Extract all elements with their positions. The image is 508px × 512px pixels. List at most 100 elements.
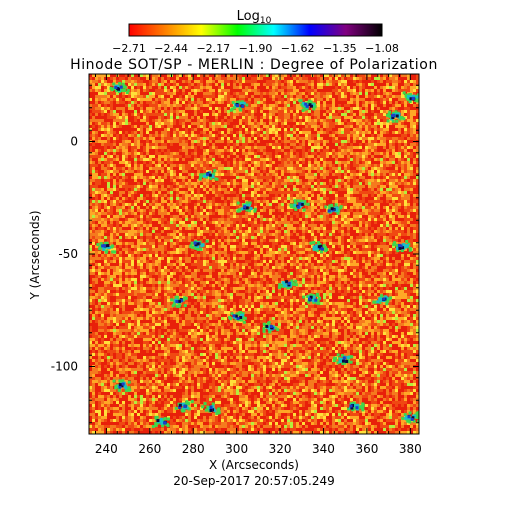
heatmap-cell [401,197,404,200]
heatmap-cell [389,167,392,170]
heatmap-cell [203,200,206,203]
heatmap-cell [206,224,209,227]
heatmap-cell [140,170,143,173]
heatmap-cell [182,248,185,251]
heatmap-cell [149,197,152,200]
heatmap-cell [134,158,137,161]
heatmap-cell [326,179,329,182]
heatmap-cell [200,230,203,233]
heatmap-cell [143,92,146,95]
heatmap-cell [296,224,299,227]
heatmap-cell [179,110,182,113]
heatmap-cell [341,215,344,218]
heatmap-cell [203,215,206,218]
heatmap-cell [359,107,362,110]
heatmap-cell [131,179,134,182]
heatmap-cell [224,134,227,137]
heatmap-cell [203,149,206,152]
heatmap-cell [401,146,404,149]
heatmap-cell [395,179,398,182]
heatmap-cell [401,131,404,134]
heatmap-cell [365,149,368,152]
heatmap-cell [395,134,398,137]
heatmap-cell [395,116,398,119]
heatmap-cell [398,155,401,158]
heatmap-cell [194,194,197,197]
heatmap-cell [254,230,257,233]
heatmap-cell [293,80,296,83]
heatmap-cell [179,98,182,101]
heatmap-cell [314,167,317,170]
heatmap-cell [398,209,401,212]
heatmap-cell [137,137,140,140]
heatmap-cell [230,146,233,149]
heatmap-cell [398,131,401,134]
heatmap-cell [122,218,125,221]
heatmap-cell [404,113,407,116]
heatmap-cell [140,248,143,251]
heatmap-cell [131,200,134,203]
heatmap-cell [386,143,389,146]
heatmap-cell [206,236,209,239]
heatmap-cell [170,116,173,119]
heatmap-cell [269,224,272,227]
heatmap-cell [332,101,335,104]
heatmap-cell [317,131,320,134]
heatmap-cell [125,155,128,158]
heatmap-cell [332,86,335,89]
heatmap-cell [317,191,320,194]
heatmap-cell [212,236,215,239]
heatmap-cell [353,185,356,188]
heatmap-cell [413,89,416,92]
heatmap-cell [299,128,302,131]
heatmap-cell [95,101,98,104]
heatmap-cell [134,140,137,143]
heatmap-cell [206,179,209,182]
heatmap-cell [191,203,194,206]
heatmap-cell [362,122,365,125]
heatmap-cell [194,83,197,86]
heatmap-cell [185,119,188,122]
heatmap-cell [257,200,260,203]
heatmap-cell [389,200,392,203]
heatmap-cell [122,173,125,176]
heatmap-cell [257,86,260,89]
heatmap-cell [305,161,308,164]
heatmap-cell [173,179,176,182]
heatmap-cell [254,212,257,215]
heatmap-cell [317,173,320,176]
heatmap-cell [152,170,155,173]
heatmap-cell [368,74,371,77]
heatmap-cell [113,110,116,113]
heatmap-cell [341,95,344,98]
heatmap-cell [110,167,113,170]
heatmap-cell [146,107,149,110]
heatmap-cell [263,86,266,89]
heatmap-cell [398,92,401,95]
heatmap-cell [122,158,125,161]
heatmap-cell [305,146,308,149]
heatmap-cell [98,146,101,149]
heatmap-cell [314,197,317,200]
heatmap-cell [389,179,392,182]
heatmap-cell [380,92,383,95]
heatmap-cell [371,128,374,131]
heatmap-cell [203,188,206,191]
heatmap-cell [407,158,410,161]
heatmap-cell [407,140,410,143]
heatmap-cell [389,98,392,101]
heatmap-cell [359,212,362,215]
heatmap-cell [392,212,395,215]
heatmap-cell [92,176,95,179]
heatmap-cell [137,212,140,215]
heatmap-cell [299,212,302,215]
heatmap-cell [299,233,302,236]
heatmap-cell [107,104,110,107]
heatmap-cell [389,230,392,233]
heatmap-cell [164,119,167,122]
heatmap-cell [131,158,134,161]
heatmap-cell [113,152,116,155]
heatmap-cell [335,110,338,113]
heatmap-cell [263,185,266,188]
heatmap-cell [119,128,122,131]
